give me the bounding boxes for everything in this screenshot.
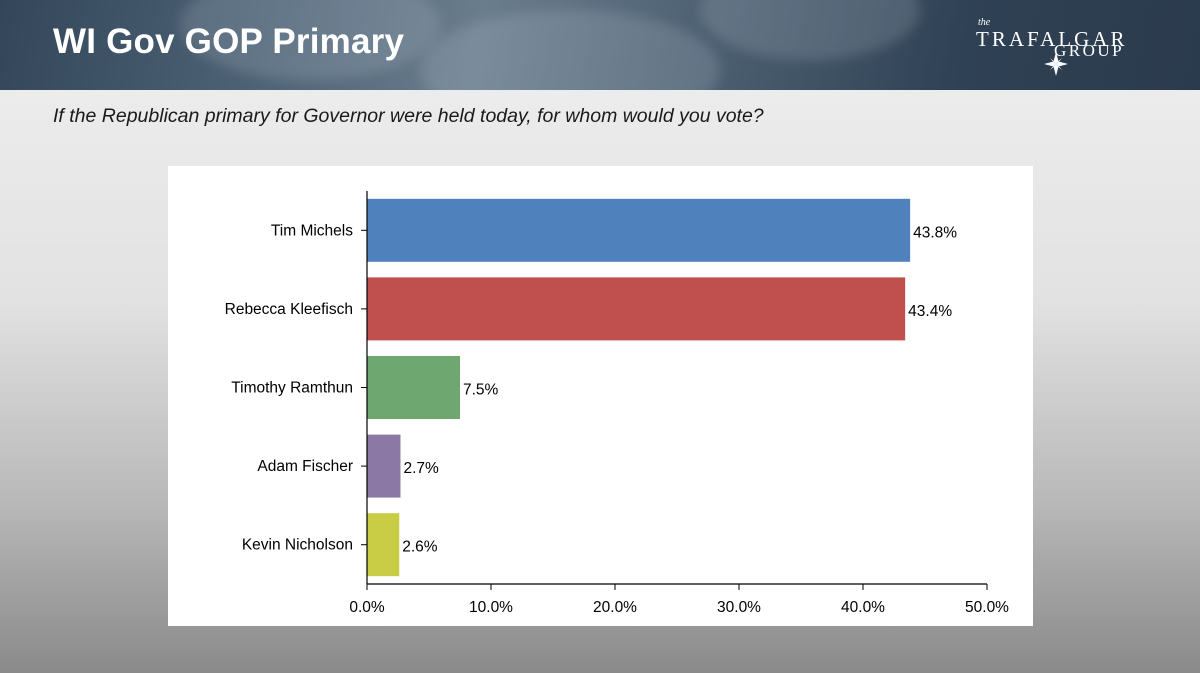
- cloud-shape: [700, 0, 920, 60]
- data-label: 43.4%: [908, 303, 952, 320]
- bar: [367, 356, 460, 419]
- x-tick-label: 30.0%: [717, 599, 761, 616]
- data-label: 2.6%: [402, 539, 438, 556]
- bar: [367, 434, 401, 498]
- y-tick-label: Rebecca Kleefisch: [225, 301, 353, 318]
- x-tick-label: 50.0%: [965, 599, 1009, 616]
- y-tick-label: Kevin Nicholson: [242, 537, 353, 554]
- x-tick-label: 0.0%: [349, 599, 385, 616]
- bar: [367, 277, 906, 341]
- logo-line2: GROUP: [1054, 41, 1124, 60]
- y-tick-label: Timothy Ramthun: [231, 380, 353, 397]
- page-title: WI Gov GOP Primary: [53, 22, 405, 61]
- data-label: 43.8%: [913, 224, 957, 241]
- logo-small-text: the: [978, 17, 991, 28]
- bar: [367, 513, 400, 577]
- survey-question: If the Republican primary for Governor w…: [53, 105, 764, 127]
- data-label: 7.5%: [463, 382, 499, 399]
- bar: [367, 198, 911, 262]
- compass-star-icon: [1044, 52, 1068, 76]
- y-tick-label: Adam Fischer: [257, 458, 353, 475]
- x-tick-label: 10.0%: [469, 599, 513, 616]
- bar-chart: Tim Michels 43.8% Rebecca Kleefisch 43.4% Ti…: [225, 191, 1009, 616]
- x-tick-label: 40.0%: [841, 599, 885, 616]
- y-tick-label: Tim Michels: [271, 222, 353, 239]
- cloud-shape: [420, 10, 720, 90]
- logo-line1: TRAFALGAR: [976, 27, 1127, 51]
- data-label: 2.7%: [403, 460, 439, 477]
- x-tick-label: 20.0%: [593, 599, 637, 616]
- header-banner: WI Gov GOP Primary the TRAFALGAR GROUP: [0, 0, 1200, 90]
- chart-panel: Tim Michels 43.8% Rebecca Kleefisch 43.4% Ti…: [168, 166, 1033, 626]
- trafalgar-group-logo: the TRAFALGAR GROUP: [976, 17, 1127, 76]
